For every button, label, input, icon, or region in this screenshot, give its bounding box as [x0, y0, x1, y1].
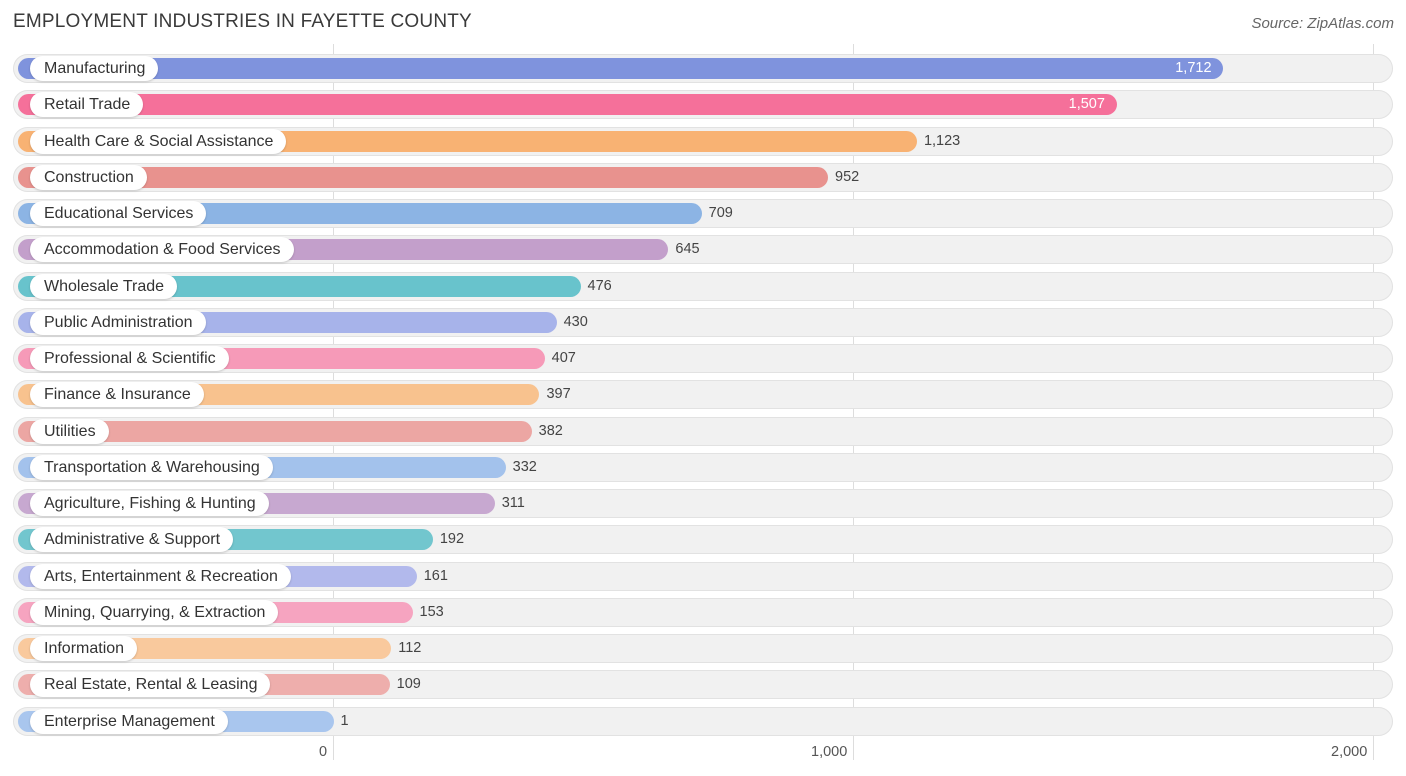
bar[interactable]: [18, 420, 532, 442]
category-label: Construction: [30, 164, 147, 190]
value-label: 153: [419, 603, 444, 620]
category-label: Accommodation & Food Services: [30, 237, 294, 263]
category-label: Utilities: [30, 418, 109, 444]
category-label: Real Estate, Rental & Leasing: [30, 672, 271, 698]
value-label: 112: [398, 640, 422, 656]
source-note: Source: ZipAtlas.com: [1251, 15, 1394, 32]
category-label: Mining, Quarrying, & Extraction: [30, 599, 279, 625]
value-label: 476: [587, 277, 612, 294]
value-label: 397: [546, 386, 571, 403]
category-label: Agriculture, Fishing & Hunting: [30, 491, 269, 516]
value-label: 952: [835, 168, 860, 185]
value-label: 709: [708, 205, 733, 221]
value-label: 382: [538, 422, 563, 439]
value-label: 332: [512, 458, 537, 475]
value-label: 1,123: [923, 132, 961, 149]
category-label: Health Care & Social Assistance: [30, 128, 287, 154]
category-label: Public Administration: [30, 309, 206, 335]
value-label: 311: [501, 495, 525, 511]
category-label: Professional & Scientific: [30, 346, 229, 371]
value-label: 161: [423, 567, 448, 584]
category-label: Manufacturing: [30, 56, 159, 81]
bar[interactable]: [18, 166, 829, 188]
value-label: 192: [439, 531, 465, 548]
value-label: 407: [551, 350, 576, 366]
bar[interactable]: [18, 94, 1117, 116]
x-tick-label: 0: [319, 744, 328, 760]
chart-title: EMPLOYMENT INDUSTRIES IN FAYETTE COUNTY: [13, 11, 472, 32]
value-label: 1,507: [1068, 96, 1105, 113]
category-label: Arts, Entertainment & Recreation: [30, 563, 291, 589]
value-label: 1,712: [1175, 60, 1212, 76]
category-label: Information: [30, 636, 138, 661]
bar[interactable]: [18, 58, 1224, 79]
value-label: 430: [563, 313, 588, 330]
category-label: Administrative & Support: [30, 527, 234, 553]
x-tick-label: 2,000: [1331, 744, 1368, 760]
category-label: Transportation & Warehousing: [30, 454, 273, 480]
category-label: Enterprise Management: [30, 708, 228, 734]
category-label: Educational Services: [30, 201, 207, 226]
value-label: 1: [340, 712, 349, 729]
category-label: Wholesale Trade: [30, 273, 178, 299]
x-tick-label: 1,000: [811, 744, 848, 760]
value-label: 109: [396, 676, 421, 693]
value-label: 645: [675, 241, 700, 258]
category-label: Retail Trade: [30, 92, 144, 118]
category-label: Finance & Insurance: [30, 382, 204, 408]
